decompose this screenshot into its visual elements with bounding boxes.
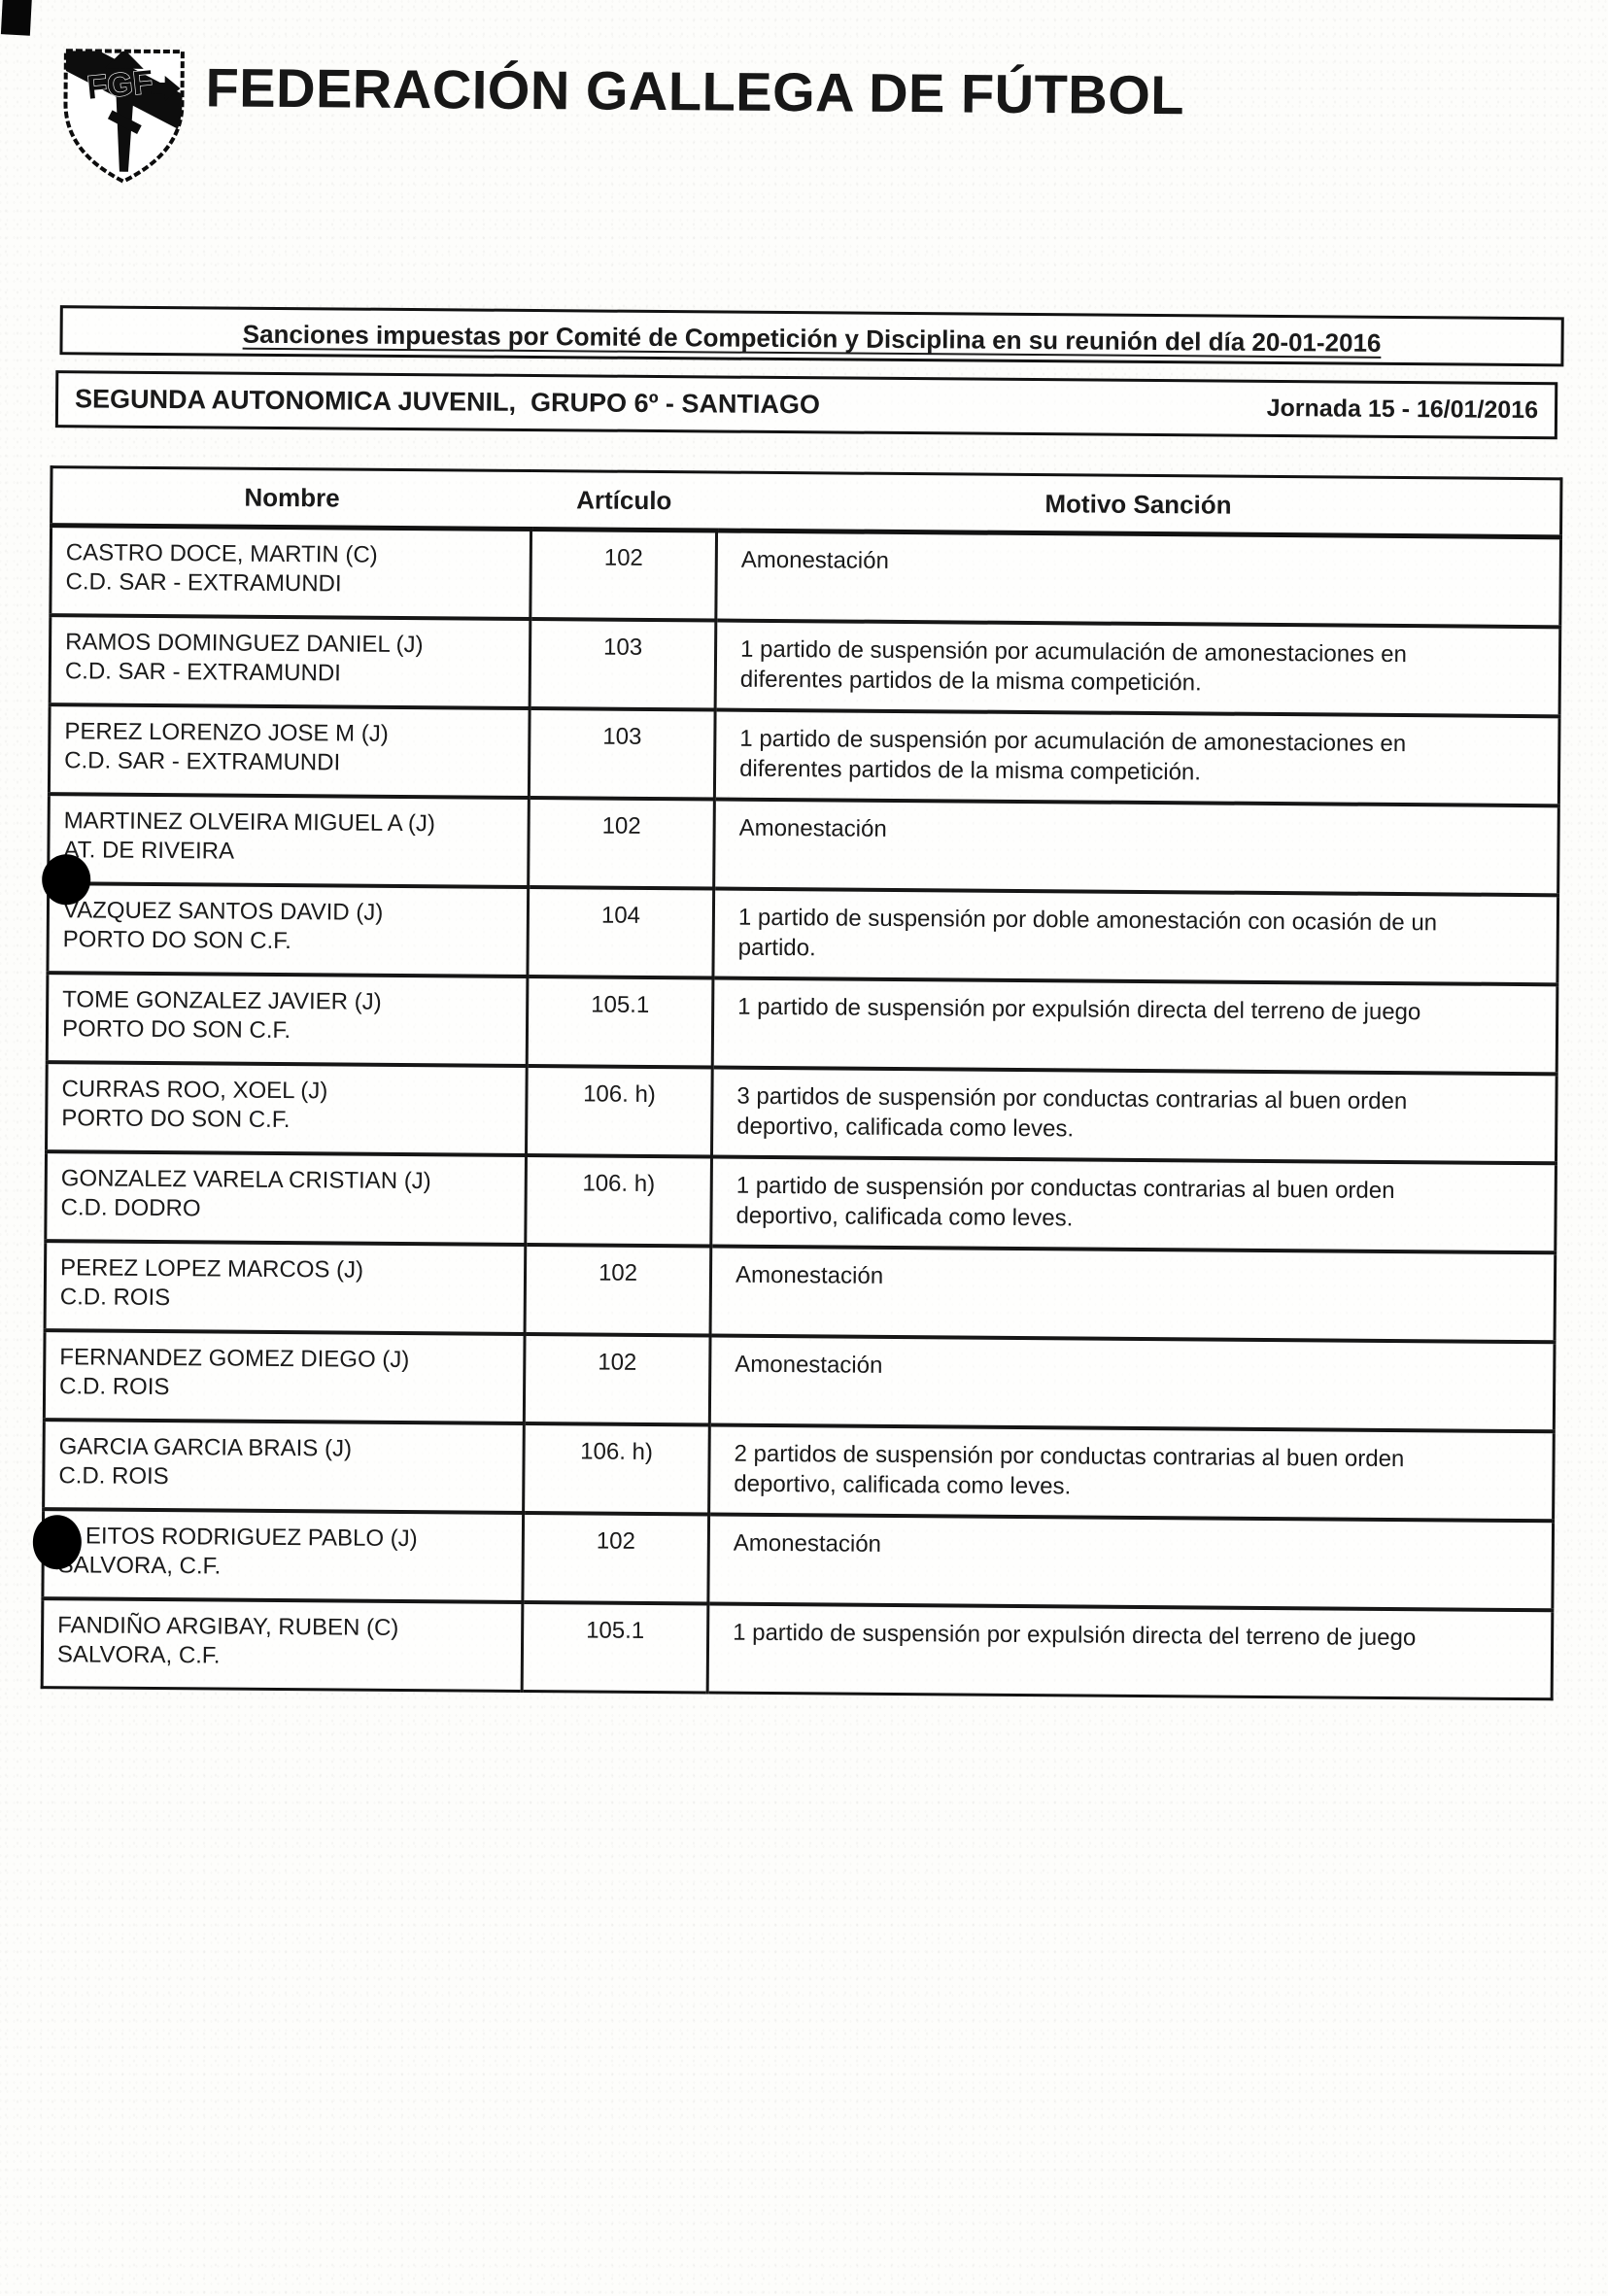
name-cell: MARTINEZ OLVEIRA MIGUEL A (J) AT. DE RIV… [42,794,530,906]
name-cell: RAMOS DOMINGUEZ DANIEL (J) C.D. SAR - EX… [50,615,530,708]
articulo-cell: 103 [529,707,716,800]
articulo-cell: 102 [530,529,717,621]
table-row: CASTRO DOCE, MARTIN (C) C.D. SAR - EXTRA… [50,525,1561,628]
name-cell: VAZQUEZ SANTOS DAVID (J) PORTO DO SON C.… [47,883,529,977]
articulo-cell: 102 [524,1333,711,1425]
player-name: FERNANDEZ GOMEZ DIEGO (J) [59,1344,410,1374]
name-cell: GARCIA GARCIA BRAIS (J) C.D. ROIS [43,1420,525,1513]
player-name: GARCIA GARCIA BRAIS (J) [58,1433,353,1462]
motivo-cell: 1 partido de suspensión por acumulación … [714,709,1560,806]
player-name: FANDIÑO ARGIBAY, RUBEN (C) [57,1612,399,1641]
motivo-cell: Amonestación [715,530,1561,628]
motivo-cell: Amonestación [713,799,1559,896]
svg-text:FGF: FGF [86,63,154,106]
motivo-cell: Amonestación [709,1335,1556,1432]
table-row: RAMOS DOMINGUEZ DANIEL (J) C.D. SAR - EX… [50,615,1560,717]
name-cell: EITOS RODRIGUEZ PABLO (J) SALVORA, C.F. [32,1509,524,1602]
player-name: GONZALEZ VARELA CRISTIAN (J) [60,1165,431,1195]
articulo-cell: 103 [530,618,716,710]
articulo-cell: 106. h) [525,1154,712,1247]
articulo-cell: 102 [522,1512,709,1604]
player-name: CASTRO DOCE, MARTIN (C) [65,539,378,568]
table-row: CURRAS ROO, XOEL (J) PORTO DO SON C.F. 1… [46,1062,1557,1164]
document-content: FGF FEDERACIÓN GALLEGA DE FÚTBOL Sancion… [32,49,1564,1701]
sanctions-title-text: Sanciones impuestas por Comité de Compet… [242,319,1382,358]
organization-title: FEDERACIÓN GALLEGA DE FÚTBOL [205,56,1185,126]
player-name: PEREZ LORENZO JOSE M (J) [64,718,389,747]
motivo-cell: 3 partidos de suspensión por conductas c… [711,1067,1557,1164]
column-header-motivo: Motivo Sanción [716,471,1561,537]
column-header-articulo: Artículo [530,470,718,531]
sanctions-table-body: CASTRO DOCE, MARTIN (C) C.D. SAR - EXTRA… [32,525,1561,1699]
club-name: C.D. ROIS [59,1284,171,1312]
motivo-cell: 1 partido de suspensión por conductas co… [710,1156,1557,1253]
table-row: FANDIÑO ARGIBAY, RUBEN (C) SALVORA, C.F.… [42,1598,1553,1699]
name-cell: CASTRO DOCE, MARTIN (C) C.D. SAR - EXTRA… [50,525,531,619]
articulo-cell: 106. h) [523,1422,710,1515]
table-row: EITOS RODRIGUEZ PABLO (J) SALVORA, C.F. … [32,1509,1554,1611]
club-name: PORTO DO SON C.F. [61,1015,291,1045]
table-row: PEREZ LORENZO JOSE M (J) C.D. SAR - EXTR… [49,704,1560,806]
club-name: C.D. SAR - EXTRAMUNDI [65,568,342,598]
motivo-cell: 1 partido de suspensión por expulsión di… [707,1603,1553,1699]
name-cell: CURRAS ROO, XOEL (J) PORTO DO SON C.F. [46,1062,528,1155]
player-name: MARTINEZ OLVEIRA MIGUEL A (J) [63,807,436,838]
club-name: C.D. ROIS [59,1373,170,1401]
sanctions-table: Nombre Artículo Motivo Sanción CASTRO DO… [32,465,1563,1701]
articulo-cell: 102 [525,1244,711,1336]
motivo-cell: 1 partido de suspensión por expulsión di… [712,977,1557,1075]
motivo-cell: 2 partidos de suspensión por conductas c… [708,1424,1555,1522]
club-name: PORTO DO SON C.F. [62,926,291,955]
name-cell: PEREZ LORENZO JOSE M (J) C.D. SAR - EXTR… [49,704,530,798]
name-cell: FANDIÑO ARGIBAY, RUBEN (C) SALVORA, C.F. [42,1598,523,1692]
motivo-cell: Amonestación [710,1246,1556,1343]
articulo-cell: 102 [528,797,715,889]
player-name: TOME GONZALEZ JAVIER (J) [62,986,382,1015]
ink-blot [32,1515,83,1570]
name-cell: FERNANDEZ GOMEZ DIEGO (J) C.D. ROIS [44,1330,526,1423]
table-row: GONZALEZ VARELA CRISTIAN (J) C.D. DODRO … [45,1151,1557,1253]
club-name: SALVORA, C.F. [57,1552,222,1580]
club-name: C.D. DODRO [60,1194,201,1222]
player-name: EITOS RODRIGUEZ PABLO (J) [85,1523,418,1553]
competition-name: SEGUNDA AUTONOMICA JUVENIL, GRUPO 6º - S… [74,384,821,420]
player-name: RAMOS DOMINGUEZ DANIEL (J) [65,629,424,659]
club-name: C.D. SAR - EXTRAMUNDI [64,658,342,687]
articulo-cell: 104 [527,886,714,978]
club-name: C.D. ROIS [58,1462,169,1491]
column-header-nombre: Nombre [51,466,532,530]
motivo-cell: 1 partido de suspensión por doble amones… [712,888,1558,985]
motivo-cell: Amonestación [707,1514,1554,1611]
club-name: AT. DE RIVEIRA [63,837,235,865]
name-cell: PEREZ LOPEZ MARCOS (J) C.D. ROIS [45,1241,526,1334]
articulo-cell: 105.1 [527,976,713,1068]
club-name: PORTO DO SON C.F. [61,1105,291,1134]
articulo-cell: 105.1 [522,1601,708,1693]
articulo-cell: 106. h) [526,1065,713,1157]
table-row: VAZQUEZ SANTOS DAVID (J) PORTO DO SON C.… [47,883,1558,985]
name-cell: TOME GONZALEZ JAVIER (J) PORTO DO SON C.… [47,973,528,1066]
club-name: SALVORA, C.F. [56,1641,221,1669]
club-name: C.D. SAR - EXTRAMUNDI [64,747,341,776]
player-name: VAZQUEZ SANTOS DAVID (J) [62,897,384,926]
competition-bar: SEGUNDA AUTONOMICA JUVENIL, GRUPO 6º - S… [54,370,1558,440]
ink-blot [42,854,91,906]
sanctions-title-bar: Sanciones impuestas por Comité de Compet… [59,305,1564,367]
jornada-date: Jornada 15 - 16/01/2016 [1266,394,1539,425]
table-row: PEREZ LOPEZ MARCOS (J) C.D. ROIS 102 Amo… [45,1241,1556,1343]
player-name: CURRAS ROO, XOEL (J) [61,1076,328,1105]
name-cell: GONZALEZ VARELA CRISTIAN (J) C.D. DODRO [45,1151,527,1245]
table-row: FERNANDEZ GOMEZ DIEGO (J) C.D. ROIS 102 … [44,1330,1556,1432]
motivo-cell: 1 partido de suspensión por acumulación … [715,620,1560,717]
fgf-crest-icon: FGF [63,49,185,184]
table-row: TOME GONZALEZ JAVIER (J) PORTO DO SON C.… [47,973,1557,1075]
table-row: GARCIA GARCIA BRAIS (J) C.D. ROIS 106. h… [43,1420,1555,1522]
player-name: PEREZ LOPEZ MARCOS (J) [59,1254,364,1284]
table-row: MARTINEZ OLVEIRA MIGUEL A (J) AT. DE RIV… [42,794,1559,906]
